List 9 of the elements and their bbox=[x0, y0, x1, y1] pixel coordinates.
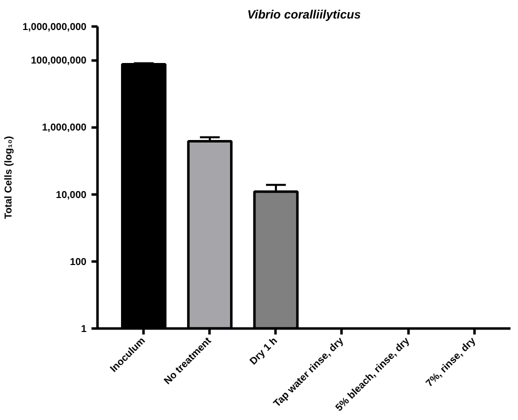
x-tick-label: Dry 1 h bbox=[248, 336, 280, 368]
y-tick-label: 10,000 bbox=[56, 190, 87, 201]
y-axis-title: Total Cells (log₁₀) bbox=[4, 136, 15, 219]
y-tick-label: 100 bbox=[70, 256, 87, 268]
y-tick-label: 1 bbox=[80, 324, 87, 335]
chart-title: Vibrio coralliilyticus bbox=[247, 8, 362, 22]
y-tick-label: 1,000,000 bbox=[42, 122, 87, 134]
y-tick-label: 100,000,000 bbox=[30, 56, 87, 67]
y-tick-label: 1,000,000,000 bbox=[22, 22, 87, 33]
